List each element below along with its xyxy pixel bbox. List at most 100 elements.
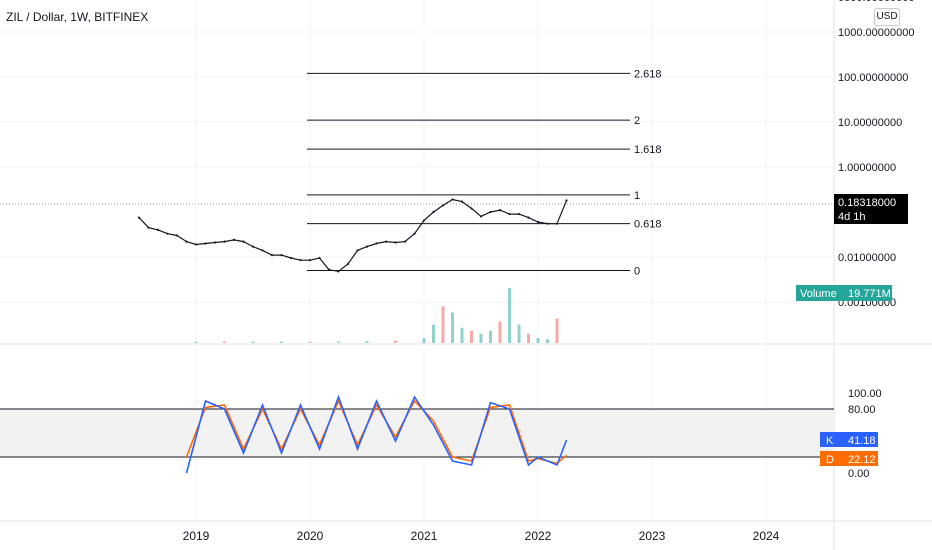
price-point <box>527 216 530 219</box>
price-point <box>432 210 435 214</box>
price-point <box>375 242 378 245</box>
price-point <box>479 215 483 218</box>
volume-bar <box>546 339 549 343</box>
price-point <box>413 232 416 235</box>
time-tick-label: 2024 <box>753 529 780 543</box>
price-point <box>147 226 150 229</box>
fib-level-label: 0.618 <box>634 219 662 231</box>
d-badge-label: D <box>826 454 834 466</box>
volume-bar <box>365 341 369 343</box>
price-point <box>422 219 426 222</box>
volume-bar <box>479 333 483 343</box>
price-point <box>185 240 188 243</box>
price-point <box>242 240 245 243</box>
price-point <box>299 259 302 262</box>
price-point <box>194 243 198 246</box>
volume-bar <box>223 341 226 343</box>
fib-level-label: 1 <box>634 190 640 202</box>
stoch-tick-label: 80.00 <box>848 404 876 416</box>
price-point <box>137 216 141 219</box>
volume-bar <box>470 330 473 343</box>
price-point <box>327 268 331 271</box>
volume-badge <box>796 285 892 301</box>
price-point <box>232 238 236 241</box>
price-point <box>251 245 255 248</box>
price-point <box>337 270 340 273</box>
price-point <box>156 228 160 232</box>
time-tick-label: 2022 <box>525 529 552 543</box>
price-point <box>498 209 502 212</box>
volume-bar <box>394 340 397 343</box>
price-line[interactable] <box>138 198 568 272</box>
price-point <box>166 232 169 235</box>
price-point <box>270 254 274 257</box>
stoch-tick-label: 0.00 <box>848 468 869 480</box>
price-point <box>470 207 473 210</box>
volume-bar <box>460 327 464 343</box>
price-point <box>451 198 454 201</box>
volume-bar <box>498 321 502 343</box>
price-point <box>308 259 312 262</box>
fib-level-label: 2.618 <box>634 68 662 80</box>
time-tick-label: 2019 <box>183 529 210 543</box>
price-tick-label: 1000.00000000 <box>838 27 914 39</box>
stochastic-pane <box>0 394 834 474</box>
price-point <box>365 245 369 248</box>
volume-badge-label: Volume <box>800 288 837 300</box>
price-tick-label: 6000.00000000 <box>838 0 914 4</box>
chart-title: ZIL / Dollar, 1W, BITFINEX <box>6 10 149 24</box>
time-tick-label: 2020 <box>297 529 324 543</box>
price-point <box>555 222 559 225</box>
volume-bar <box>451 312 454 343</box>
stoch-band <box>0 409 834 457</box>
price-point <box>460 200 464 203</box>
price-point <box>213 241 217 244</box>
price-point <box>261 249 264 252</box>
price-tick-label: 100.00000000 <box>838 72 908 84</box>
stoch-k-line[interactable] <box>185 394 568 474</box>
volume-bar <box>337 341 340 343</box>
last-price-countdown: 4d 1h <box>838 211 866 223</box>
time-tick-label: 2023 <box>639 529 666 543</box>
price-tick-label: 1.00000000 <box>838 162 896 174</box>
price-point <box>175 234 179 237</box>
price-point <box>356 249 359 252</box>
price-point <box>318 256 321 260</box>
volume-bar <box>536 338 540 343</box>
fib-retracement: 0 0.618 1 1.618 2 2.618 <box>307 68 662 278</box>
fib-level-label: 0 <box>634 266 640 278</box>
price-point <box>346 262 350 266</box>
volume-bar <box>308 341 312 343</box>
volume-bar <box>422 338 426 343</box>
fib-level-label: 2 <box>634 115 640 127</box>
price-point <box>441 204 445 207</box>
price-point <box>403 240 407 243</box>
volume-bar <box>527 333 530 343</box>
volume-badge-value: 19.771M <box>848 288 891 300</box>
k-badge-label: K <box>826 435 834 447</box>
price-point <box>546 222 549 225</box>
currency-button[interactable]: USD <box>874 8 900 26</box>
time-tick-label: 2021 <box>411 529 438 543</box>
price-point <box>384 240 388 243</box>
price-point <box>280 254 283 257</box>
price-point <box>536 220 540 224</box>
last-price-badge <box>834 194 908 224</box>
price-point <box>565 199 568 202</box>
d-badge <box>820 451 878 466</box>
price-point <box>489 210 492 214</box>
last-price-value: 0.18318000 <box>838 197 896 209</box>
volume-bar <box>508 288 511 343</box>
price-series <box>137 198 568 273</box>
price-point <box>223 240 226 243</box>
price-point <box>289 256 293 260</box>
fib-level-label: 1.618 <box>634 144 662 156</box>
volume-bar <box>251 341 255 343</box>
k-badge <box>820 432 878 447</box>
volume-bar <box>441 306 445 343</box>
volume-bar <box>489 330 492 343</box>
price-point <box>508 212 511 216</box>
price-tick-label: 0.01000000 <box>838 252 896 264</box>
stoch-tick-label: 100.00 <box>848 388 882 400</box>
